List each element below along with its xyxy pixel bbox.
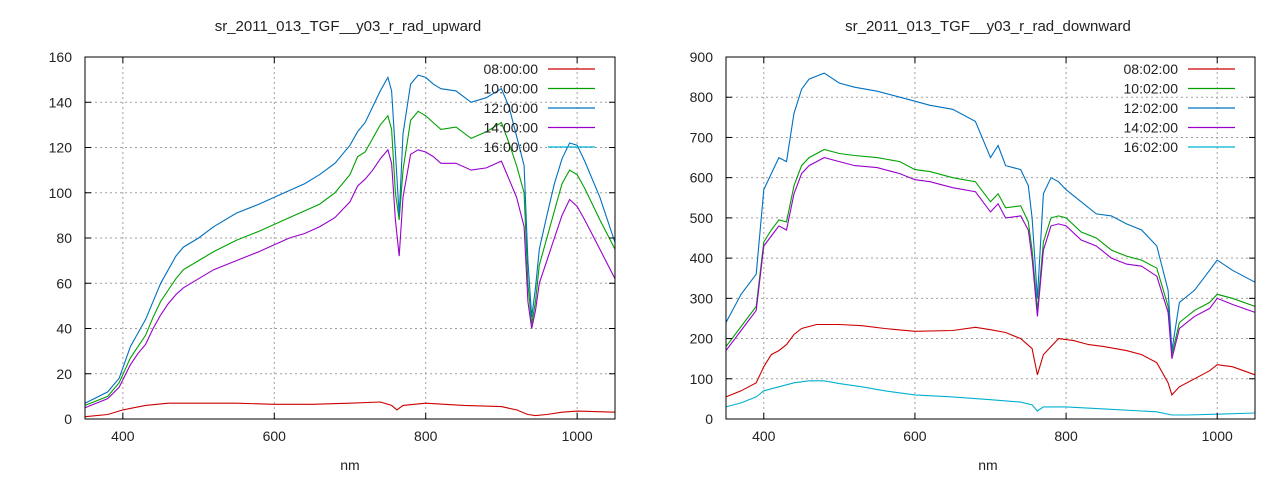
series-line-100000 [84, 110, 616, 406]
plot-frame [725, 56, 1256, 420]
x-tick-label: 1000 [562, 428, 593, 444]
x-axis-label: nm [340, 457, 359, 473]
legend: 08:00:00 10:00:00 12:00:00 14:00:00 16:00:00 [484, 61, 595, 155]
y-tick-label: 800 [690, 89, 714, 105]
series-line-080200 [725, 323, 1256, 398]
x-tick-label: 1000 [1202, 428, 1233, 444]
y-tick-label: 120 [49, 140, 73, 156]
series-line-120200 [725, 72, 1256, 351]
series-line-140000 [84, 148, 616, 409]
y-tick-label: 60 [56, 275, 72, 291]
chart-panel-2: sr_2011_013_TGF__y03_r_rad_downward 400 60… [690, 18, 1256, 473]
y-tick-label: 600 [690, 170, 714, 186]
x-axis-label: nm [978, 457, 997, 473]
legend-label: 12:00:00 [484, 100, 539, 116]
y-tick-label: 200 [690, 331, 714, 347]
y-tick-label: 100 [690, 371, 714, 387]
x-tick-label: 600 [903, 428, 927, 444]
x-tick-label: 800 [414, 428, 438, 444]
series-line-160200 [725, 380, 1256, 416]
legend-label: 14:02:00 [1124, 120, 1179, 136]
y-tick-label: 400 [690, 250, 714, 266]
y-tick-label: 500 [690, 210, 714, 226]
legend-label: 16:00:00 [484, 139, 539, 155]
legend-label: 14:00:00 [484, 120, 539, 136]
y-tick-label: 700 [690, 129, 714, 145]
series-line-120000 [84, 74, 616, 404]
series-line-080000 [84, 401, 616, 418]
y-tick-label: 80 [56, 230, 72, 246]
chart-title: sr_2011_013_TGF__y03_r_rad_downward [845, 18, 1131, 35]
series-line-100200 [725, 148, 1256, 355]
legend-label: 08:02:00 [1124, 61, 1179, 77]
chart-title: sr_2011_013_TGF__y03_r_rad_upward [215, 18, 482, 35]
legend-label: 10:00:00 [484, 81, 539, 97]
y-tick-label: 900 [690, 49, 714, 65]
legend-label: 12:02:00 [1124, 100, 1179, 116]
y-tick-label: 140 [49, 94, 73, 110]
y-tick-label: 0 [64, 411, 72, 427]
legend: 08:02:00 10:02:00 12:02:00 14:02:00 16:02:00 [1124, 61, 1235, 155]
legend-label: 10:02:00 [1124, 81, 1179, 97]
y-tick-label: 40 [56, 321, 72, 337]
series-line-140200 [725, 157, 1256, 359]
x-tick-label: 400 [111, 428, 135, 444]
y-tick-label: 160 [49, 49, 73, 65]
x-tick-label: 800 [1054, 428, 1078, 444]
y-tick-label: 300 [690, 290, 714, 306]
x-tick-label: 400 [752, 428, 776, 444]
y-tick-label: 0 [705, 411, 713, 427]
x-tick-label: 600 [263, 428, 287, 444]
legend-label: 08:00:00 [484, 61, 539, 77]
legend-label: 16:02:00 [1124, 139, 1179, 155]
y-tick-label: 20 [56, 366, 72, 382]
y-tick-label: 100 [49, 185, 73, 201]
